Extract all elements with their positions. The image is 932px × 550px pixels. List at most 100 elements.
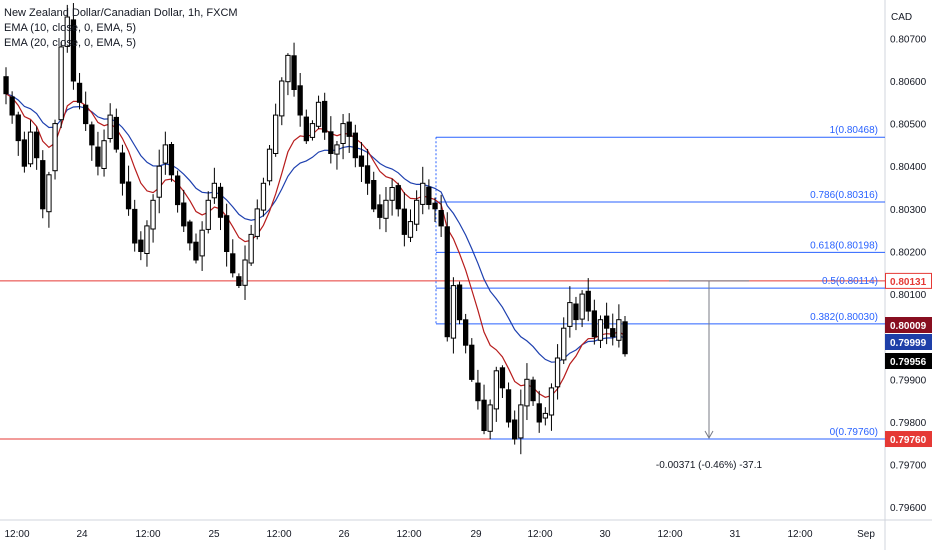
fib-level-label: 1(0.80468) (830, 125, 878, 136)
last-price-badge: 0.79956 (890, 357, 927, 368)
candle-body (199, 229, 205, 257)
candle-body (567, 302, 573, 327)
candle-body (144, 225, 150, 254)
ema20-legend[interactable]: EMA (20, close, 0, EMA, 5) (4, 37, 137, 49)
hline-price-badge-bg (885, 272, 932, 289)
fib-level-label: 0.382(0.80030) (810, 312, 878, 323)
candle-body (536, 403, 542, 423)
price-tick-label: 0.80700 (890, 34, 927, 45)
candle-body (371, 180, 377, 210)
candle-body (364, 165, 371, 184)
price-tick-label: 0.80100 (890, 290, 927, 301)
candle-body (217, 186, 224, 218)
candle-body (499, 367, 506, 389)
candle-body (101, 140, 107, 169)
time-tick-label: 30 (599, 529, 611, 540)
candle-body (322, 100, 328, 133)
ema20-price-badge: 0.79999 (890, 338, 927, 349)
candle-body (113, 116, 119, 150)
symbol-title[interactable]: New Zealand Dollar/Canadian Dollar, 1h, … (4, 7, 238, 19)
time-tick-label: 12:00 (527, 529, 552, 540)
candle-body (340, 123, 346, 144)
candle-body (542, 412, 549, 419)
fib-level-label: 0.786(0.80316) (810, 190, 878, 201)
candle-body (481, 399, 487, 432)
candle-body (34, 131, 40, 159)
candle-body (236, 276, 242, 287)
candle-body (401, 208, 408, 235)
candle-body (3, 76, 9, 95)
candle-body (512, 419, 518, 440)
candle-body (260, 182, 267, 211)
candle-body (181, 202, 187, 227)
candle-body (579, 293, 585, 320)
candle-body (205, 199, 211, 230)
candle-body (585, 290, 591, 312)
ema20-price-badge-bg (885, 334, 932, 350)
candle-body (297, 85, 303, 116)
candle-body (456, 284, 463, 321)
time-tick-label: 12:00 (396, 529, 421, 540)
candle-body (450, 285, 457, 339)
candle-body (420, 182, 426, 205)
candle-body (248, 233, 254, 264)
candle-body (407, 221, 414, 238)
candle-body (211, 182, 217, 199)
candle-body (52, 123, 58, 172)
ema10-line (5, 93, 626, 398)
price-tick-label: 0.80500 (890, 120, 927, 131)
candle-body (9, 96, 15, 116)
ema10-legend[interactable]: EMA (10, close, 0, EMA, 5) (4, 22, 137, 34)
candle-body (21, 139, 28, 167)
candle-body (518, 404, 524, 439)
candle-body (125, 181, 132, 210)
price-tick-label: 0.80300 (890, 205, 927, 216)
fib-level-label: 0(0.79760) (830, 427, 878, 438)
candle-body (432, 202, 438, 210)
candle-body (266, 148, 273, 182)
ema10-price-badge-bg (885, 317, 932, 333)
candle-body (377, 204, 383, 218)
candle-body (444, 226, 450, 338)
time-tick-label: 12:00 (135, 529, 160, 540)
candle-body (242, 259, 248, 286)
candle-body (279, 80, 285, 117)
candle-body (346, 121, 352, 137)
time-tick-label: 29 (470, 529, 482, 540)
ema20-line (5, 93, 626, 363)
time-tick-label: 24 (76, 529, 88, 540)
candle-body (162, 144, 168, 164)
fib-level-label: 0.618(0.80198) (810, 240, 878, 251)
candle-body (285, 54, 291, 83)
candle-body (395, 185, 401, 210)
candle-body (505, 389, 512, 423)
candle-body (156, 165, 162, 198)
candle-body (89, 124, 95, 146)
candle-body (548, 387, 555, 416)
candle-body (414, 199, 420, 225)
candle-body (95, 146, 101, 167)
candle-body (132, 208, 138, 244)
candle-body (138, 239, 144, 253)
candle-body (328, 131, 334, 155)
candle-body (64, 16, 70, 47)
candle-body (70, 19, 77, 82)
price-tick-label: 0.79600 (890, 503, 927, 514)
time-tick-label: 12:00 (266, 529, 291, 540)
time-tick-label: 12:00 (657, 529, 682, 540)
measure-arrowhead (704, 430, 714, 440)
candle-body (83, 104, 89, 125)
candle-body (58, 46, 64, 121)
hline-low-price-badge: 0.79760 (890, 435, 927, 446)
candle-body (193, 241, 199, 261)
candle-body (438, 210, 444, 227)
candle-body (27, 131, 34, 165)
price-tick-label: 0.79700 (890, 461, 927, 472)
candle-body (487, 404, 493, 432)
chart-legend: New Zealand Dollar/Canadian Dollar, 1h, … (4, 6, 238, 51)
candle-body (475, 382, 481, 402)
candle-body (291, 55, 297, 90)
candle-body (334, 144, 340, 155)
